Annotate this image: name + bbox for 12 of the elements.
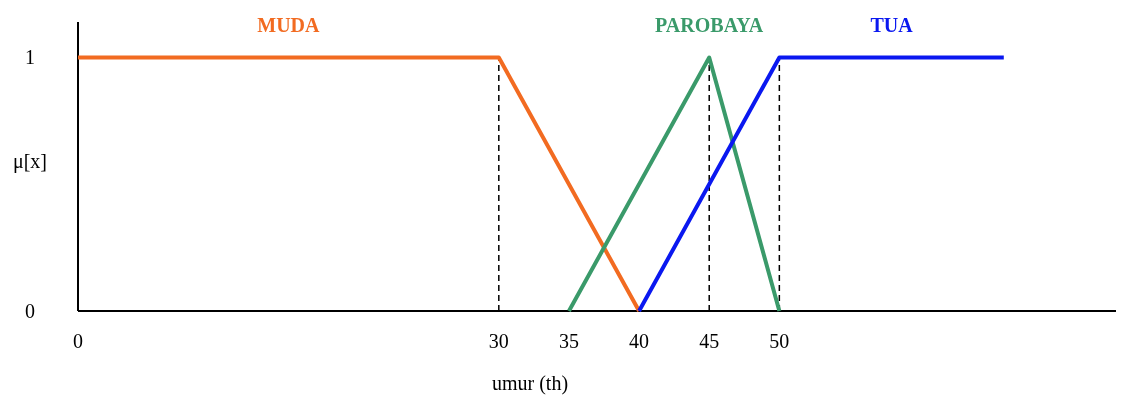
y-tick-label: 1 — [25, 46, 35, 69]
x-tick-label: 45 — [699, 330, 720, 352]
series-label: TUA — [870, 14, 914, 36]
x-tick-label: 0 — [73, 330, 83, 352]
series-label: MUDA — [257, 14, 321, 36]
series-label: PAROBAYA — [655, 14, 764, 36]
x-tick-label: 50 — [769, 330, 790, 352]
x-tick-label: 30 — [488, 330, 509, 352]
x-tick-label: 40 — [629, 330, 650, 352]
x-axis-title: umur (th) — [491, 372, 569, 395]
y-axis-title: μ[x] — [12, 150, 48, 173]
x-tick-label: 35 — [558, 330, 579, 352]
